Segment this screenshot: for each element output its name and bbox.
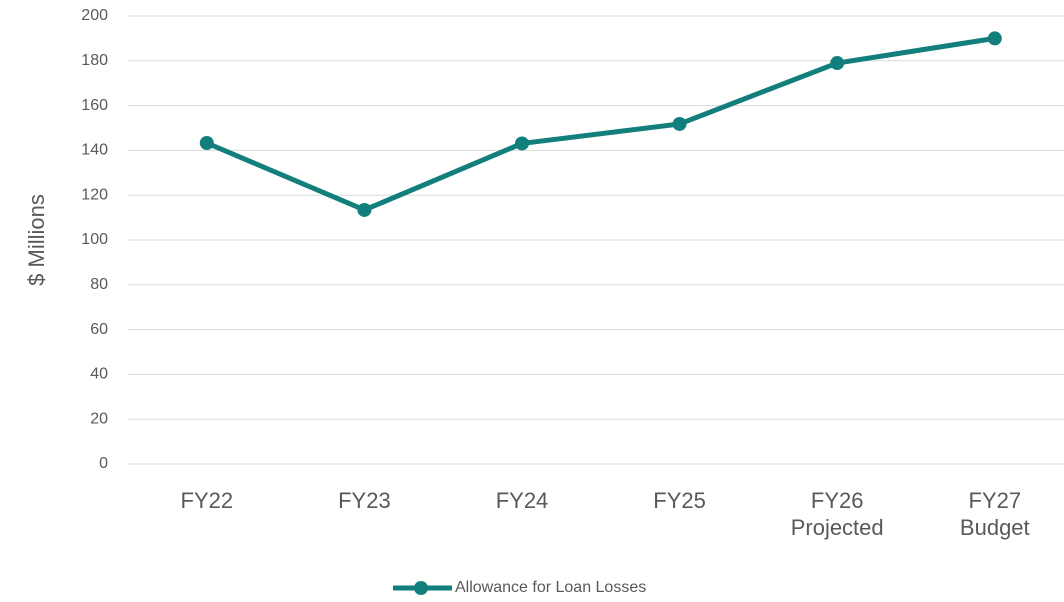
y-tick-label: 200: [81, 7, 108, 24]
marker: [672, 116, 687, 131]
y-tick-label: 160: [81, 97, 108, 114]
y-tick-label: 100: [81, 231, 108, 248]
x-tick-label: FY24: [495, 488, 549, 513]
x-tick-label: FY27 Budget: [959, 488, 1030, 540]
line: [205, 35, 996, 213]
y-tick-label: 140: [81, 142, 108, 159]
x-tick-label: FY25: [653, 488, 706, 513]
x-tick-label: FY26 Projected: [790, 488, 884, 540]
marker: [515, 136, 529, 151]
marker: [830, 56, 845, 71]
y-tick-label: 0: [99, 455, 108, 472]
y-tick-label: 180: [81, 52, 108, 69]
marker: [987, 31, 1002, 46]
legend-marker: [414, 581, 428, 595]
y-axis-label: $ Millions: [24, 194, 49, 286]
x-tick-label: FY23: [338, 488, 391, 513]
y-tick-label: 20: [90, 410, 108, 427]
y-tick-label: 40: [90, 366, 108, 383]
marker: [199, 136, 214, 151]
x-tick-label: FY22: [180, 488, 234, 513]
y-tick-label: 120: [81, 186, 108, 203]
marker: [357, 202, 372, 217]
y-tick-label: 80: [90, 276, 108, 293]
y-tick-label: 60: [90, 321, 108, 338]
legend-label: Allowance for Loan Losses: [455, 579, 646, 596]
